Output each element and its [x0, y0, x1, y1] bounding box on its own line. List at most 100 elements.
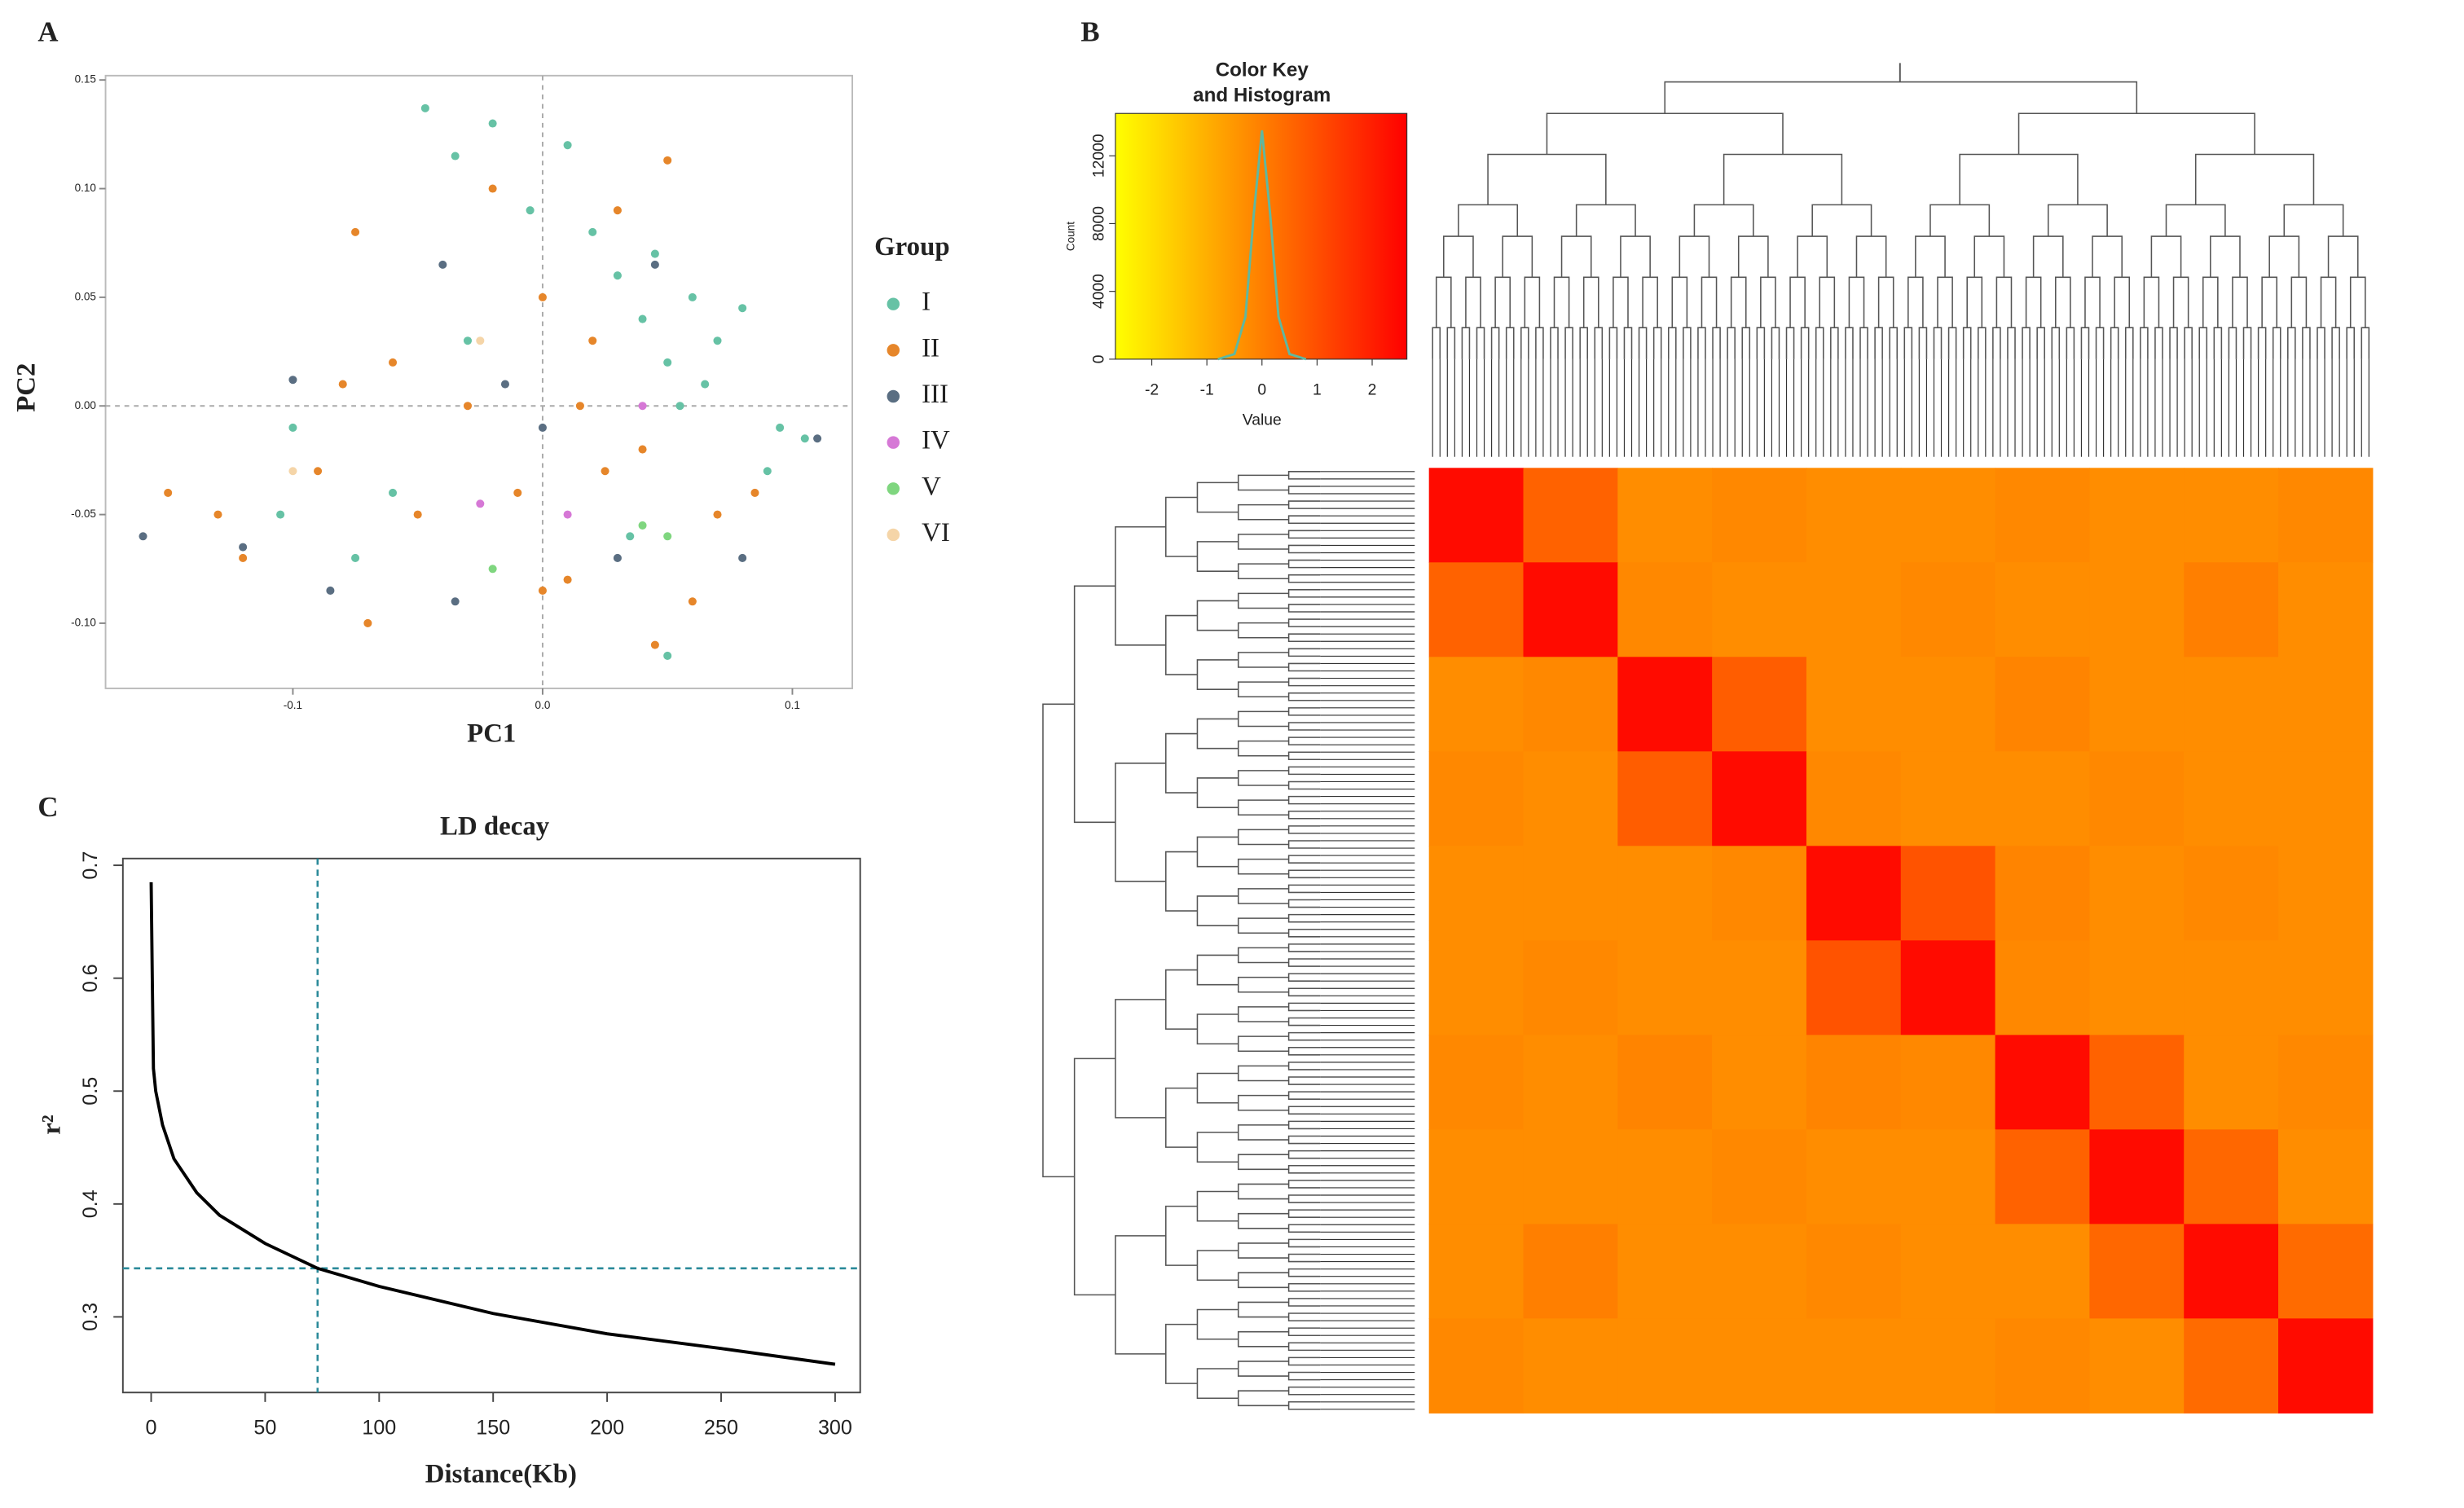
dendrogram-branch — [2095, 327, 2105, 359]
dendrogram-branch — [1287, 825, 1321, 834]
heat-cell — [1617, 1129, 1713, 1224]
dendrogram-branch — [1287, 559, 1321, 569]
dendrogram-branch — [1196, 954, 1239, 986]
heat-cell — [1428, 1224, 1525, 1319]
dendrogram-branch — [1237, 1154, 1289, 1171]
dendrogram-branch — [1287, 884, 1321, 894]
legend-swatch — [887, 389, 900, 403]
dendrogram-branch — [1811, 204, 1872, 237]
dendrogram-branch — [1165, 1087, 1198, 1148]
heat-cell — [1995, 940, 2090, 1035]
heat-cell — [1428, 751, 1525, 846]
dendrogram-branch — [2007, 327, 2016, 359]
dendrogram-branch — [1237, 1124, 1289, 1141]
dendrogram-branch — [1237, 652, 1289, 668]
dendrogram-branch — [1287, 943, 1321, 952]
dendrogram-branch — [1287, 1150, 1321, 1159]
heat-cell — [1900, 1318, 1996, 1413]
heat-cell — [1900, 751, 1996, 846]
point — [500, 380, 509, 389]
dendrogram-branch — [2257, 327, 2267, 359]
y-tick-label: 0.10 — [75, 182, 96, 194]
legend-label: IV — [922, 426, 950, 455]
heat-cell — [1995, 1224, 2090, 1319]
dendrogram-branch — [1287, 692, 1321, 701]
dendrogram-branch — [1760, 276, 1776, 328]
dendrogram-branch — [2327, 235, 2359, 278]
heat-cell — [2278, 846, 2374, 941]
dendrogram-branch — [1287, 589, 1321, 598]
dendrogram-branch — [1073, 1057, 1115, 1296]
heat-cell — [1712, 846, 1807, 941]
dendrogram-branch — [2110, 327, 2119, 359]
point — [538, 586, 547, 595]
point — [239, 543, 248, 552]
point — [288, 467, 297, 476]
dendrogram-branch — [1642, 276, 1658, 328]
dendrogram-branch — [1903, 327, 1913, 359]
dendrogram-branch — [1237, 799, 1289, 816]
point — [663, 358, 672, 367]
dendrogram-branch — [1546, 112, 1784, 155]
dendrogram-branch — [1287, 780, 1321, 790]
dendrogram-branch — [2047, 204, 2108, 237]
heat-cell — [2278, 468, 2374, 563]
heat-cell — [2089, 1035, 2185, 1130]
heat-cell — [2278, 1035, 2374, 1130]
dendrogram-branch — [1679, 235, 1710, 278]
legend-label: V — [922, 472, 941, 501]
point — [638, 314, 647, 323]
dendrogram-branch — [1465, 276, 1481, 328]
dendrogram-branch — [1287, 707, 1321, 716]
plot-frame — [121, 857, 861, 1394]
dendrogram-branch — [1237, 1390, 1289, 1407]
point — [476, 336, 485, 345]
dendrogram-branch — [1237, 888, 1289, 904]
dendrogram-branch — [1287, 1062, 1321, 1071]
heat-cell — [2278, 1224, 2374, 1319]
y-axis-label: r² — [37, 1115, 66, 1135]
dendrogram-branch — [1550, 327, 1559, 359]
heat-cell — [1712, 1035, 1807, 1130]
heat-cell — [1995, 562, 2090, 657]
dendrogram-branch — [1287, 1371, 1321, 1381]
point — [638, 445, 647, 454]
point — [663, 156, 672, 165]
dendrogram-branch — [1287, 500, 1321, 509]
point — [738, 304, 747, 313]
point — [338, 380, 347, 389]
dendrogram-branch — [1874, 327, 1883, 359]
heat-cell — [1523, 468, 1618, 563]
heat-cell — [1712, 940, 1807, 1035]
dendrogram-branch — [1165, 1323, 1198, 1384]
point — [451, 152, 460, 160]
dendrogram-branch — [1237, 1183, 1289, 1200]
y-tick-label: 12000 — [1091, 134, 1108, 178]
dendrogram-branch — [2172, 276, 2189, 328]
heat-cell — [1712, 1318, 1807, 1413]
point — [650, 640, 659, 649]
dendrogram-branch — [1237, 1301, 1289, 1318]
legend-swatch — [887, 344, 900, 357]
heat-cell — [1617, 1318, 1713, 1413]
heat-cell — [2184, 1129, 2279, 1224]
heat-cell — [2278, 940, 2374, 1035]
dendrogram-branch — [1287, 574, 1321, 583]
dendrogram-branch — [1727, 327, 1736, 359]
key-title: Color Key — [1216, 59, 1309, 81]
point — [351, 553, 360, 562]
heat-cell — [1523, 1318, 1618, 1413]
ld-curve — [149, 881, 836, 1366]
point — [389, 358, 398, 367]
point — [626, 532, 635, 541]
dendrogram-branch — [1287, 1194, 1321, 1203]
y-tick-label: 0.3 — [79, 1303, 102, 1331]
dendrogram-branch — [1287, 1238, 1321, 1248]
heat-cell — [1428, 846, 1525, 941]
dendrogram-branch — [2154, 327, 2163, 359]
dendrogram-branch — [1287, 1327, 1321, 1336]
heat-cell — [2184, 1224, 2279, 1319]
dendrogram-branch — [1800, 327, 1810, 359]
